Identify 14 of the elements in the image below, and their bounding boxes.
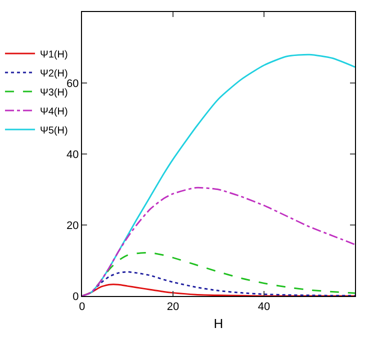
x-axis-title: H [214, 316, 224, 331]
y-tick-label: 60 [66, 78, 79, 90]
x-tick-label: 40 [258, 301, 270, 314]
y-tick-label: 40 [66, 148, 79, 161]
legend-label: Ψ1(H) [40, 49, 68, 60]
x-tick-label: 20 [166, 301, 180, 314]
line-series [82, 186, 355, 296]
legend-label: Ψ4(H) [40, 106, 68, 118]
legend-label: Ψ3(H) [40, 87, 68, 98]
y-tick-label: 20 [66, 220, 79, 232]
legend-label: Ψ2(H) [40, 68, 68, 80]
y-tick-label: 0 [72, 290, 79, 303]
legend-label: Ψ5(H) [40, 125, 68, 136]
line-series [82, 284, 355, 296]
